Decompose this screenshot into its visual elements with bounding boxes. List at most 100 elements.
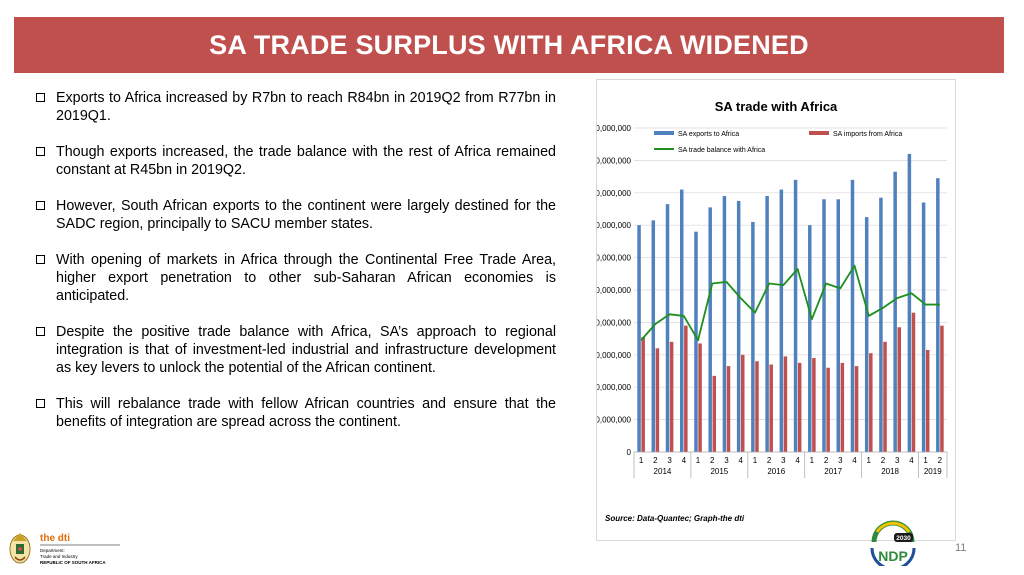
bullet-item: Though exports increased, the trade bala…: [34, 143, 556, 179]
legend: SA exports to Africa SA imports from Afr…: [654, 131, 902, 154]
bar-imports: [897, 327, 902, 452]
bar-imports: [783, 356, 788, 452]
bar-imports: [869, 353, 873, 452]
x-tick-label: 2: [710, 456, 715, 465]
bullet-text: Exports to Africa increased by R7bn to r…: [56, 90, 556, 124]
ndp-year: 2030: [896, 535, 911, 542]
dti-country: REPUBLIC OF SOUTH AFRICA: [40, 560, 106, 565]
coat-of-arms-icon: [9, 533, 31, 564]
x-year-label: 2014: [654, 467, 672, 476]
bar-imports: [911, 312, 916, 452]
bar-imports: [769, 364, 773, 452]
page-number: 11: [955, 542, 967, 554]
bar-imports: [826, 367, 830, 452]
bar-imports: [726, 366, 731, 452]
legend-label-exports: SA exports to Africa: [678, 131, 739, 138]
bullet-item: Despite the positive trade balance with …: [34, 323, 556, 377]
checkbox-bullet-icon: [36, 147, 45, 156]
bullet-list: Exports to Africa increased by R7bn to r…: [34, 89, 556, 449]
bar-imports: [797, 362, 802, 452]
legend-label-balance: SA trade balance with Africa: [678, 147, 765, 154]
bar-exports: [836, 199, 840, 452]
balance-series-line: [640, 264, 940, 342]
bar-exports: [665, 204, 670, 452]
bars: [637, 153, 944, 453]
y-tick-label: 30,000,000,000: [597, 351, 632, 360]
checkbox-bullet-icon: [36, 399, 45, 408]
bar-exports: [637, 225, 641, 452]
x-tick-label: 1: [696, 456, 701, 465]
x-tick-label: 4: [909, 456, 914, 465]
x-tick-label: 4: [682, 456, 687, 465]
bar-exports: [879, 197, 883, 452]
x-tick-label: 1: [639, 456, 644, 465]
bar-exports: [822, 199, 826, 452]
trade-chart: SA trade with Africa 0 10,000,000,000 20,0…: [597, 99, 948, 478]
y-tick-label: 100,000,000,000: [597, 124, 632, 133]
bar-imports: [741, 354, 745, 452]
x-year-label: 2015: [710, 467, 728, 476]
x-tick-label: 4: [738, 456, 743, 465]
bar-exports: [708, 207, 712, 452]
x-tick-label: 1: [753, 456, 758, 465]
bar-exports: [921, 202, 926, 452]
x-tick-label: 3: [781, 456, 786, 465]
x-tick-label: 4: [795, 456, 800, 465]
y-tick-label: 0: [627, 448, 632, 457]
x-year-label: 2018: [881, 467, 899, 476]
x-tick-label: 3: [838, 456, 843, 465]
chart-container: SA trade with Africa 0 10,000,000,000 20,0…: [596, 79, 956, 541]
x-year-label: 2017: [824, 467, 842, 476]
bullet-text: With opening of markets in Africa throug…: [56, 252, 556, 304]
bullet-text: Though exports increased, the trade bala…: [56, 144, 556, 178]
bar-exports: [651, 220, 656, 452]
dti-logo: the dti Department: Trade and Industry R…: [9, 533, 120, 565]
bar-imports: [854, 366, 859, 452]
bar-exports: [679, 189, 684, 452]
bar-imports: [641, 336, 645, 452]
bar-exports: [722, 196, 727, 452]
x-tick-label: 1: [923, 456, 928, 465]
x-tick-label: 3: [724, 456, 729, 465]
bar-imports: [755, 361, 759, 452]
y-tick-label: 90,000,000,000: [597, 156, 632, 165]
bar-imports: [840, 362, 845, 452]
balance-line: [640, 264, 940, 342]
y-tick-label: 80,000,000,000: [597, 189, 632, 198]
y-tick-label: 40,000,000,000: [597, 318, 632, 327]
x-tick-label: 3: [667, 456, 672, 465]
dti-name: the dti: [40, 533, 70, 544]
x-tick-label: 2: [938, 456, 943, 465]
slide-title: SA TRADE SURPLUS WITH AFRICA WIDENED: [209, 29, 809, 60]
bar-exports: [864, 217, 869, 452]
bar-exports: [808, 225, 812, 452]
title-banner: SA TRADE SURPLUS WITH AFRICA WIDENED: [14, 17, 1004, 73]
bar-imports: [698, 343, 702, 452]
y-tick-label: 50,000,000,000: [597, 286, 632, 295]
dti-department-name: Trade and Industry: [40, 554, 78, 559]
checkbox-bullet-icon: [36, 93, 45, 102]
bar-imports: [812, 358, 816, 452]
bar-exports: [765, 196, 769, 452]
x-year-label: 2016: [767, 467, 785, 476]
x-tick-label: 3: [895, 456, 900, 465]
x-tick-label: 2: [824, 456, 829, 465]
legend-swatch-imports: [809, 131, 829, 135]
x-tick-label: 1: [810, 456, 815, 465]
x-tick-label: 2: [881, 456, 886, 465]
checkbox-bullet-icon: [36, 201, 45, 210]
bar-imports: [655, 348, 660, 452]
legend-label-imports: SA imports from Africa: [833, 131, 902, 138]
dti-department: Department:: [40, 548, 65, 553]
bar-exports: [907, 153, 912, 453]
y-tick-label: 20,000,000,000: [597, 383, 632, 392]
y-tick-label: 60,000,000,000: [597, 254, 632, 263]
x-tick-label: 1: [867, 456, 872, 465]
y-tick-label: 70,000,000,000: [597, 221, 632, 230]
checkbox-bullet-icon: [36, 255, 45, 264]
bar-imports: [712, 375, 717, 452]
x-tick-label: 2: [767, 456, 772, 465]
bar-imports: [883, 341, 887, 452]
chart-source: Source: Data-Quantec; Graph-the dti: [605, 514, 745, 523]
